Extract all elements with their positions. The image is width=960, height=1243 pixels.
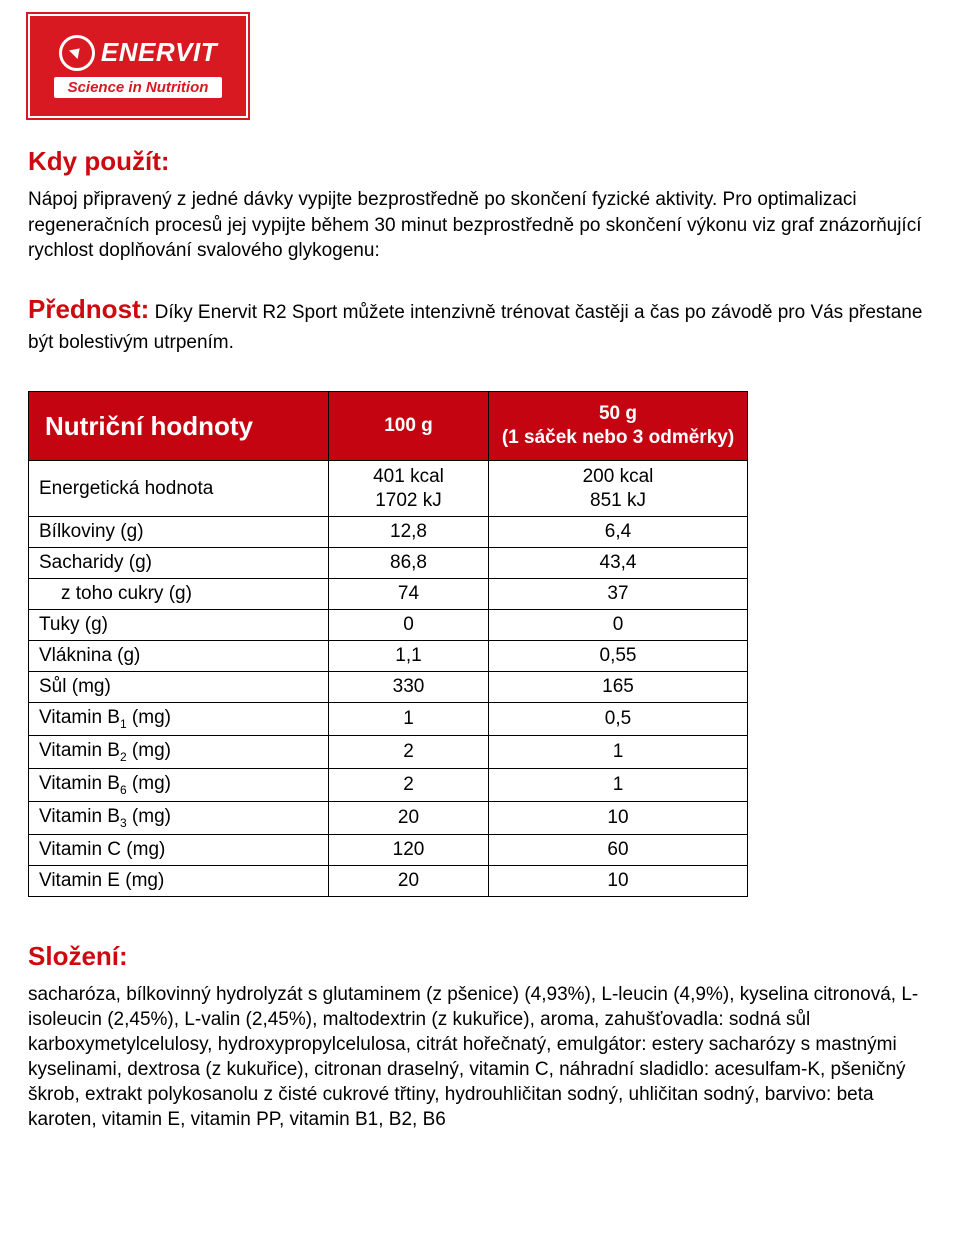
row-value-100g: 120 xyxy=(329,834,489,865)
table-row: Vitamin B6 (mg)21 xyxy=(29,769,748,802)
row-value-100g: 86,8 xyxy=(329,548,489,579)
table-row: Vitamin B3 (mg)2010 xyxy=(29,801,748,834)
table-row: Sacharidy (g)86,843,4 xyxy=(29,548,748,579)
row-value-50g: 0,55 xyxy=(489,641,748,672)
row-value-50g: 165 xyxy=(489,672,748,703)
row-label: z toho cukry (g) xyxy=(29,579,329,610)
col3-line2: (1 sáček nebo 3 odměrky) xyxy=(501,426,735,450)
row-value-50g: 37 xyxy=(489,579,748,610)
table-row: Bílkoviny (g)12,86,4 xyxy=(29,517,748,548)
logo-brand-text: ENERVIT xyxy=(101,37,217,68)
table-title: Nutriční hodnoty xyxy=(29,392,329,461)
nutrition-table: Nutriční hodnoty 100 g 50 g (1 sáček neb… xyxy=(28,391,748,896)
table-row: Vitamin C (mg)12060 xyxy=(29,834,748,865)
row-value-50g: 0,5 xyxy=(489,703,748,736)
row-value-50g: 10 xyxy=(489,801,748,834)
row-value-100g: 0 xyxy=(329,610,489,641)
row-label: Sůl (mg) xyxy=(29,672,329,703)
row-value-50g: 200 kcal851 kJ xyxy=(489,460,748,517)
table-row: z toho cukry (g)7437 xyxy=(29,579,748,610)
row-label: Vláknina (g) xyxy=(29,641,329,672)
row-label: Vitamin C (mg) xyxy=(29,834,329,865)
row-value-50g: 0 xyxy=(489,610,748,641)
table-row: Sůl (mg)330165 xyxy=(29,672,748,703)
table-header-row: Nutriční hodnoty 100 g 50 g (1 sáček neb… xyxy=(29,392,748,461)
row-label: Vitamin B3 (mg) xyxy=(29,801,329,834)
when-to-use-body: Nápoj připravený z jedné dávky vypijte b… xyxy=(28,187,932,264)
logo-row: ENERVIT xyxy=(59,35,217,71)
logo-tagline: Science in Nutrition xyxy=(54,77,223,98)
table-row: Vitamin E (mg)2010 xyxy=(29,865,748,896)
row-value-100g: 20 xyxy=(329,865,489,896)
row-value-100g: 74 xyxy=(329,579,489,610)
row-value-50g: 6,4 xyxy=(489,517,748,548)
row-label: Vitamin B2 (mg) xyxy=(29,736,329,769)
row-value-50g: 43,4 xyxy=(489,548,748,579)
row-value-50g: 60 xyxy=(489,834,748,865)
row-value-100g: 330 xyxy=(329,672,489,703)
brand-logo: ENERVIT Science in Nutrition xyxy=(28,14,248,118)
composition-body: sacharóza, bílkovinný hydrolyzát s gluta… xyxy=(28,982,932,1132)
table-row: Vitamin B1 (mg)10,5 xyxy=(29,703,748,736)
advantage-body: Díky Enervit R2 Sport můžete intenzivně … xyxy=(28,302,922,353)
row-value-50g: 1 xyxy=(489,736,748,769)
table-row: Vitamin B2 (mg)21 xyxy=(29,736,748,769)
arrow-circle-icon xyxy=(59,35,95,71)
row-label: Vitamin B6 (mg) xyxy=(29,769,329,802)
row-label: Vitamin B1 (mg) xyxy=(29,703,329,736)
row-value-50g: 1 xyxy=(489,769,748,802)
table-row: Energetická hodnota401 kcal1702 kJ200 kc… xyxy=(29,460,748,517)
row-value-100g: 1 xyxy=(329,703,489,736)
advantage-paragraph: Přednost: Díky Enervit R2 Sport můžete i… xyxy=(28,290,932,358)
when-to-use-heading: Kdy použít: xyxy=(28,146,932,177)
row-value-50g: 10 xyxy=(489,865,748,896)
table-row: Tuky (g)00 xyxy=(29,610,748,641)
row-value-100g: 2 xyxy=(329,769,489,802)
row-value-100g: 2 xyxy=(329,736,489,769)
row-label: Bílkoviny (g) xyxy=(29,517,329,548)
composition-heading: Složení: xyxy=(28,941,932,972)
row-value-100g: 12,8 xyxy=(329,517,489,548)
table-col-50g: 50 g (1 sáček nebo 3 odměrky) xyxy=(489,392,748,461)
table-row: Vláknina (g)1,10,55 xyxy=(29,641,748,672)
row-value-100g: 401 kcal1702 kJ xyxy=(329,460,489,517)
row-label: Tuky (g) xyxy=(29,610,329,641)
row-label: Sacharidy (g) xyxy=(29,548,329,579)
table-col-100g: 100 g xyxy=(329,392,489,461)
col3-line1: 50 g xyxy=(501,402,735,426)
row-value-100g: 1,1 xyxy=(329,641,489,672)
row-label: Energetická hodnota xyxy=(29,460,329,517)
advantage-heading: Přednost: xyxy=(28,294,149,324)
row-value-100g: 20 xyxy=(329,801,489,834)
row-label: Vitamin E (mg) xyxy=(29,865,329,896)
